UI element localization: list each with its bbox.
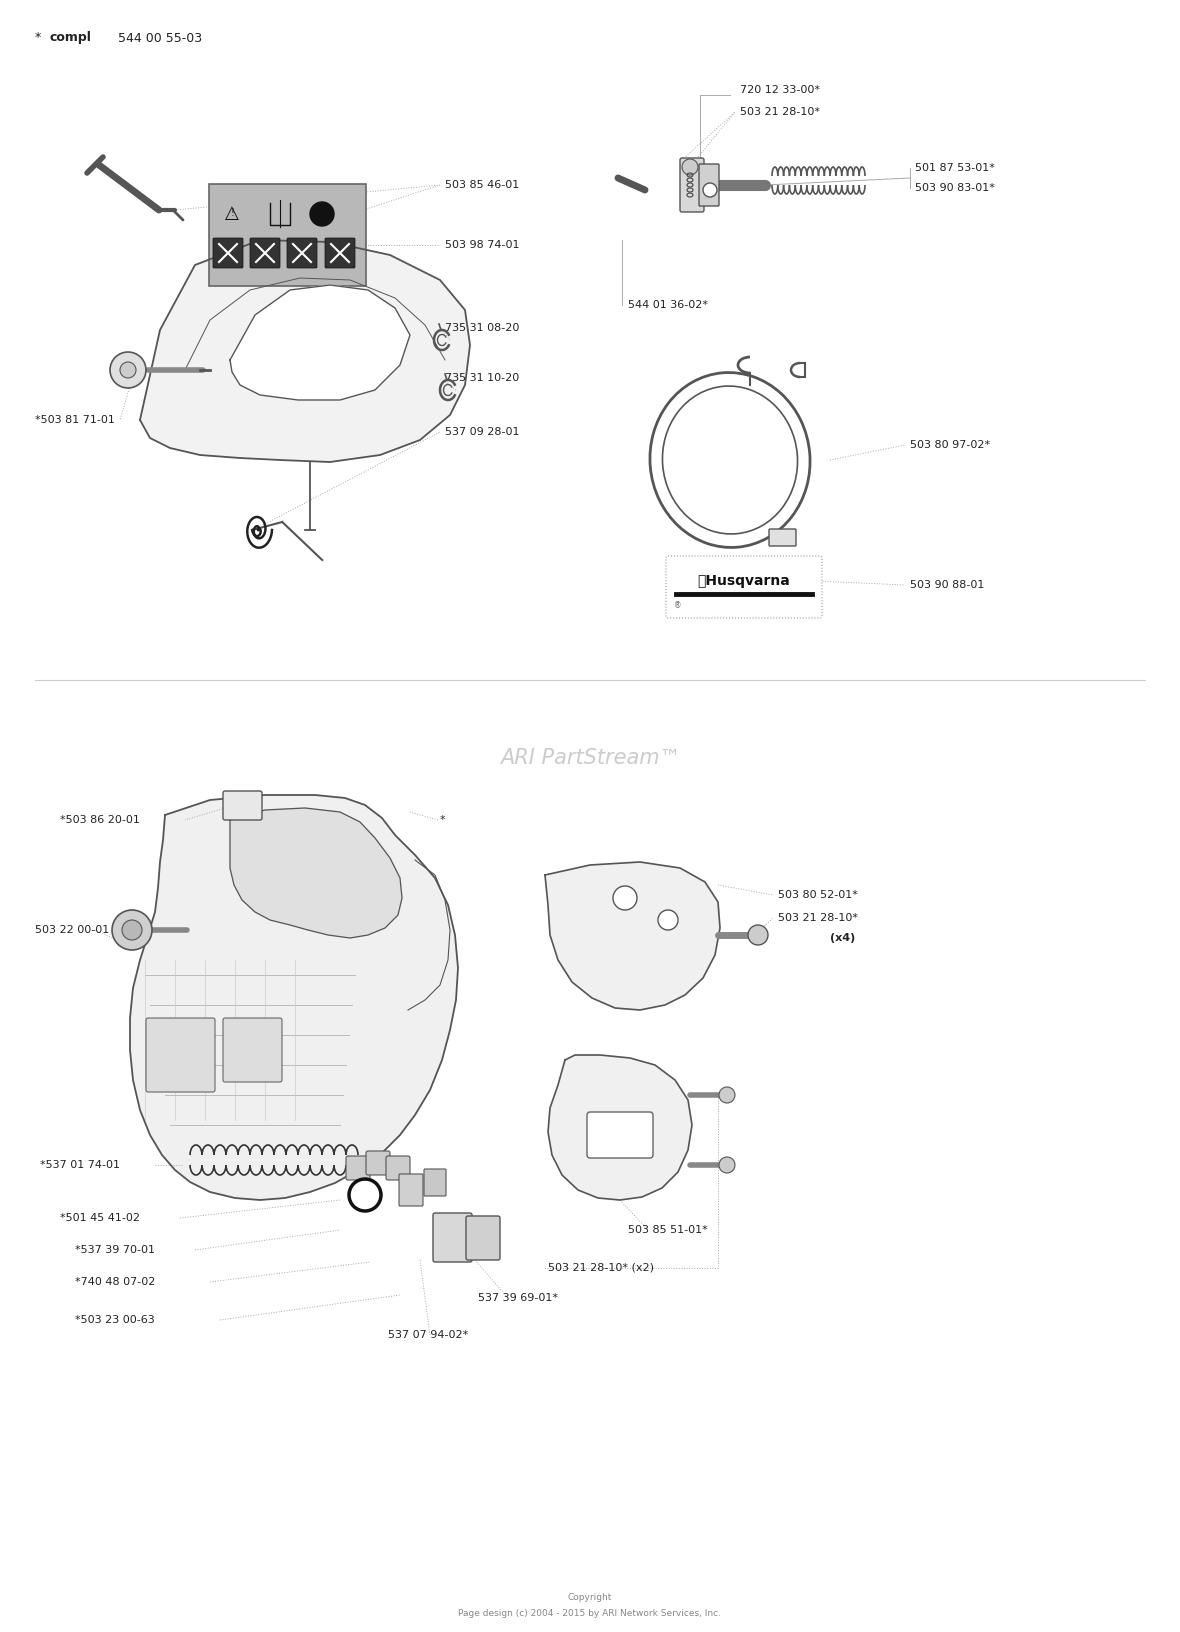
Text: (x4): (x4) <box>830 934 856 943</box>
FancyBboxPatch shape <box>287 238 317 268</box>
FancyBboxPatch shape <box>214 238 243 268</box>
Text: *503 86 20-01: *503 86 20-01 <box>60 814 140 826</box>
Polygon shape <box>545 862 720 1010</box>
Text: 735 31 08-20: 735 31 08-20 <box>445 323 519 333</box>
Polygon shape <box>140 240 470 462</box>
FancyBboxPatch shape <box>433 1213 472 1262</box>
FancyBboxPatch shape <box>209 184 366 286</box>
Circle shape <box>719 1157 735 1173</box>
Text: ®: ® <box>674 601 682 610</box>
Text: 720 12 33-00*: 720 12 33-00* <box>740 85 820 95</box>
Text: 503 85 51-01*: 503 85 51-01* <box>628 1226 708 1235</box>
Circle shape <box>120 362 136 379</box>
Text: *537 39 70-01: *537 39 70-01 <box>76 1245 155 1255</box>
FancyBboxPatch shape <box>399 1173 422 1206</box>
Polygon shape <box>548 1054 691 1200</box>
Circle shape <box>719 1087 735 1103</box>
Text: 503 21 28-10*: 503 21 28-10* <box>778 912 858 924</box>
Text: Page design (c) 2004 - 2015 by ARI Network Services, Inc.: Page design (c) 2004 - 2015 by ARI Netwo… <box>459 1609 721 1617</box>
FancyBboxPatch shape <box>699 163 719 206</box>
Circle shape <box>122 920 142 940</box>
Text: 503 21 28-10* (x2): 503 21 28-10* (x2) <box>548 1263 654 1273</box>
Text: *503 23 00-63: *503 23 00-63 <box>76 1315 155 1325</box>
Text: *537 01 74-01: *537 01 74-01 <box>40 1160 120 1170</box>
Polygon shape <box>130 795 458 1200</box>
Text: !: ! <box>230 207 234 219</box>
FancyBboxPatch shape <box>324 238 355 268</box>
FancyBboxPatch shape <box>346 1155 371 1180</box>
FancyBboxPatch shape <box>680 158 704 212</box>
Circle shape <box>310 202 334 225</box>
Text: 503 80 52-01*: 503 80 52-01* <box>778 889 858 899</box>
Circle shape <box>112 911 152 950</box>
FancyBboxPatch shape <box>223 1018 282 1082</box>
FancyBboxPatch shape <box>666 557 822 619</box>
FancyBboxPatch shape <box>424 1169 446 1196</box>
FancyBboxPatch shape <box>386 1155 409 1180</box>
Polygon shape <box>230 808 402 938</box>
Text: 537 39 69-01*: 537 39 69-01* <box>478 1293 558 1302</box>
Text: ⓘHusqvarna: ⓘHusqvarna <box>697 574 791 588</box>
FancyBboxPatch shape <box>769 529 796 547</box>
FancyBboxPatch shape <box>146 1018 215 1092</box>
Text: 501 87 53-01*: 501 87 53-01* <box>914 163 995 173</box>
Text: △: △ <box>225 204 238 222</box>
Circle shape <box>110 353 146 388</box>
Text: ARI PartStream™: ARI PartStream™ <box>500 747 680 769</box>
Text: 503 90 88-01: 503 90 88-01 <box>910 579 984 591</box>
Text: 503 85 46-01: 503 85 46-01 <box>445 180 519 189</box>
Circle shape <box>703 183 717 197</box>
FancyBboxPatch shape <box>366 1151 391 1175</box>
Text: *503 81 71-01: *503 81 71-01 <box>35 415 114 424</box>
Text: 537 09 28-01: 537 09 28-01 <box>445 428 519 437</box>
Text: *501 45 41-02: *501 45 41-02 <box>60 1213 140 1222</box>
Circle shape <box>612 886 637 911</box>
Text: 544 01 36-02*: 544 01 36-02* <box>628 300 708 310</box>
FancyBboxPatch shape <box>466 1216 500 1260</box>
Circle shape <box>748 925 768 945</box>
Text: *740 48 07-02: *740 48 07-02 <box>76 1276 156 1288</box>
Text: 503 80 97-02*: 503 80 97-02* <box>910 441 990 450</box>
Text: 537 07 94-02*: 537 07 94-02* <box>388 1330 468 1340</box>
Polygon shape <box>230 286 409 400</box>
Text: Copyright: Copyright <box>568 1593 612 1603</box>
FancyBboxPatch shape <box>250 238 280 268</box>
FancyBboxPatch shape <box>586 1111 653 1159</box>
Circle shape <box>682 158 699 175</box>
Text: 503 98 74-01: 503 98 74-01 <box>445 240 519 250</box>
Text: *: * <box>440 814 446 826</box>
Text: 735 31 10-20: 735 31 10-20 <box>445 374 519 384</box>
Text: compl: compl <box>50 31 92 44</box>
Text: 503 21 28-10*: 503 21 28-10* <box>740 108 820 118</box>
Text: *: * <box>35 31 41 44</box>
Text: 503 22 00-01: 503 22 00-01 <box>35 925 110 935</box>
Text: 544 00 55-03: 544 00 55-03 <box>118 31 202 44</box>
Circle shape <box>658 911 678 930</box>
FancyBboxPatch shape <box>223 792 262 819</box>
Text: 503 90 83-01*: 503 90 83-01* <box>914 183 995 193</box>
